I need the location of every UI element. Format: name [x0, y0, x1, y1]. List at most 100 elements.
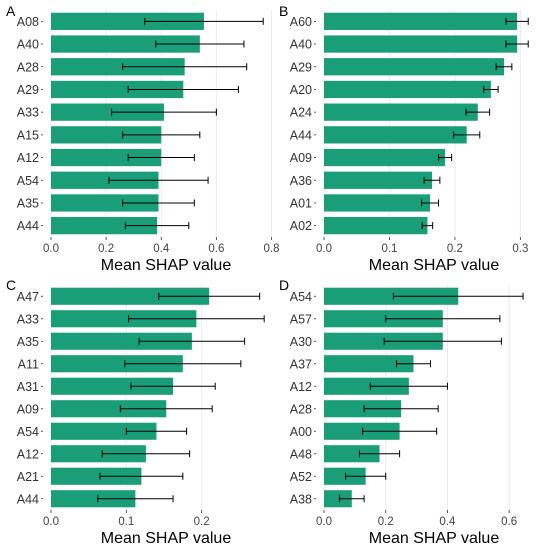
bar-a02 — [324, 217, 428, 235]
bar-a36 — [324, 171, 432, 189]
category-label: A48 — [290, 447, 312, 461]
category-label: A01 — [290, 196, 312, 210]
category-label: A15 — [17, 128, 39, 142]
category-label: A44 — [290, 128, 312, 142]
x-tick-label: 0.2 — [98, 243, 114, 255]
bar-a44 — [51, 490, 136, 508]
bar-a57 — [324, 310, 443, 328]
category-label: A09 — [17, 402, 39, 416]
category-label: A33 — [17, 312, 39, 326]
category-label: A60 — [290, 15, 312, 29]
bar-a38 — [324, 490, 352, 508]
panel-letter: D — [279, 277, 289, 293]
x-tick-label: 0.0 — [43, 516, 59, 528]
bar-a31 — [51, 377, 174, 395]
x-tick-label: 0.6 — [501, 516, 517, 528]
category-label: A28 — [17, 60, 39, 74]
category-label: A31 — [17, 380, 39, 394]
bar-a21 — [51, 467, 142, 485]
x-axis-title: Mean SHAP value — [369, 257, 500, 274]
bar-a60 — [324, 12, 518, 30]
category-label: A38 — [290, 492, 312, 506]
panel-letter: A — [6, 3, 16, 19]
bar-a09 — [51, 400, 167, 418]
category-label: A12 — [290, 380, 312, 394]
bar-a00 — [324, 422, 400, 440]
bar-a54 — [51, 422, 157, 440]
category-label: A40 — [17, 38, 39, 52]
panel-letter: B — [279, 3, 288, 19]
category-label: A35 — [17, 196, 39, 210]
bar-a44 — [324, 126, 467, 144]
bar-a12 — [51, 148, 162, 167]
category-label: A52 — [290, 470, 312, 484]
bar-a12 — [51, 445, 146, 463]
category-label: A35 — [17, 335, 39, 349]
category-label: A21 — [17, 470, 39, 484]
x-tick-label: 0.1 — [118, 516, 134, 528]
x-tick-label: 0.0 — [316, 243, 332, 255]
x-tick-label: 0.4 — [153, 243, 170, 255]
category-label: A12 — [17, 151, 39, 165]
x-tick-label: 0.4 — [439, 516, 456, 528]
x-tick-label: 0.1 — [381, 243, 397, 255]
category-label: A09 — [290, 151, 312, 165]
bar-a37 — [324, 355, 414, 373]
bar-a40 — [51, 35, 200, 53]
category-label: A44 — [17, 219, 39, 233]
panel-letter: C — [6, 277, 16, 293]
category-label: A20 — [290, 83, 312, 97]
bar-a20 — [324, 80, 491, 99]
category-label: A12 — [17, 447, 39, 461]
x-axis-title: Mean SHAP value — [369, 530, 500, 546]
bar-a52 — [324, 467, 366, 485]
bar-a44 — [51, 217, 158, 235]
x-tick-label: 0.6 — [208, 243, 224, 255]
category-label: A54 — [17, 174, 39, 188]
x-tick-label: 0.8 — [263, 243, 279, 255]
bar-a12 — [324, 377, 409, 395]
category-label: A33 — [17, 106, 39, 120]
category-label: A54 — [17, 425, 39, 439]
bar-a35 — [51, 332, 192, 350]
category-label: A00 — [290, 425, 312, 439]
bar-a54 — [51, 171, 159, 189]
category-label: A29 — [17, 83, 39, 97]
category-label: A57 — [290, 312, 312, 326]
category-label: A54 — [290, 290, 312, 304]
x-tick-label: 0.3 — [512, 243, 528, 255]
bar-a54 — [324, 287, 459, 305]
category-label: A30 — [290, 335, 312, 349]
bar-a01 — [324, 194, 431, 212]
category-label: A29 — [290, 60, 312, 74]
bar-a08 — [51, 12, 204, 30]
x-axis-title: Mean SHAP value — [101, 257, 232, 274]
bar-a15 — [51, 126, 162, 144]
bar-a24 — [324, 103, 478, 121]
bar-a09 — [324, 148, 446, 167]
x-tick-label: 0.2 — [194, 516, 210, 528]
bar-a11 — [51, 355, 183, 373]
bar-a29 — [324, 58, 504, 76]
category-label: A44 — [17, 492, 39, 506]
x-tick-label: 0.0 — [316, 516, 332, 528]
category-label: A28 — [290, 402, 312, 416]
x-axis-title: Mean SHAP value — [101, 530, 232, 546]
bar-a28 — [324, 400, 402, 418]
category-label: A08 — [17, 15, 39, 29]
bar-a47 — [51, 287, 210, 305]
bar-a48 — [324, 445, 380, 463]
category-label: A02 — [290, 219, 312, 233]
x-tick-label: 0.2 — [378, 516, 394, 528]
category-label: A36 — [290, 174, 312, 188]
bar-a40 — [324, 35, 518, 53]
bar-a35 — [51, 194, 159, 212]
bar-a33 — [51, 103, 164, 121]
category-label: A37 — [290, 357, 312, 371]
bar-a30 — [324, 332, 443, 350]
category-label: A24 — [290, 106, 312, 120]
x-tick-label: 0.0 — [43, 243, 59, 255]
bar-a29 — [51, 80, 184, 99]
bar-a33 — [51, 310, 197, 328]
